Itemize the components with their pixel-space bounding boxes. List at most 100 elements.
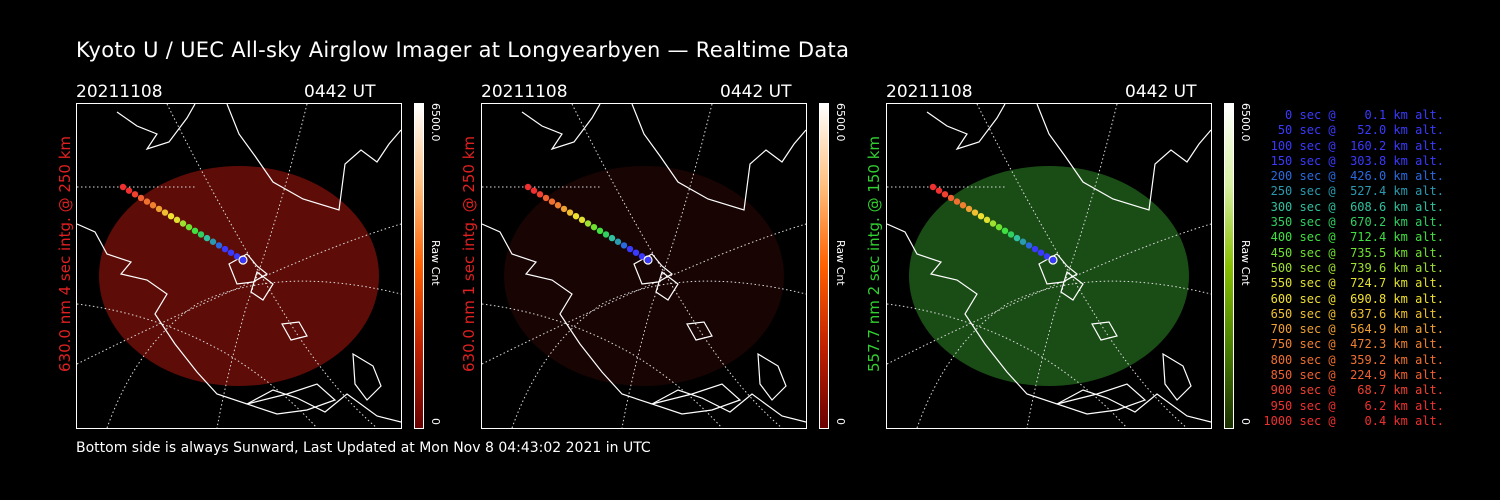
legend-entry: 650 sec @ 637.6 km alt. bbox=[1263, 306, 1444, 321]
trajectory-point bbox=[524, 183, 532, 191]
panel-2-date: 20211108 bbox=[481, 82, 568, 102]
observation-site bbox=[238, 255, 248, 265]
legend-entry: 150 sec @ 303.8 km alt. bbox=[1263, 153, 1444, 168]
grid-lines bbox=[887, 104, 1211, 428]
coastline bbox=[887, 104, 1211, 423]
panel-2-ylabel: 630.0 nm 1 sec intg. @ 250 km bbox=[460, 135, 478, 372]
trajectory-point bbox=[929, 183, 937, 191]
trajectory-point bbox=[941, 191, 949, 198]
trajectory-point bbox=[233, 253, 241, 260]
panel-3-time: 0442 UT bbox=[1125, 82, 1197, 102]
trajectory-point bbox=[173, 216, 181, 224]
panel-3-colorbar-min: 0 bbox=[1239, 418, 1252, 425]
trajectory-point bbox=[1007, 231, 1015, 238]
trajectory-point bbox=[215, 242, 223, 249]
observation-site bbox=[643, 255, 653, 265]
panel-3-date: 20211108 bbox=[886, 82, 973, 102]
panel-1-colorbar-min: 0 bbox=[429, 418, 442, 425]
trajectory-point bbox=[1049, 256, 1057, 264]
legend-entry: 700 sec @ 564.9 km alt. bbox=[1263, 322, 1444, 337]
trajectory-point bbox=[1013, 234, 1021, 242]
trajectory-point bbox=[971, 209, 979, 216]
trajectory-point bbox=[959, 202, 967, 209]
trajectory-point bbox=[620, 242, 628, 249]
legend-entry: 550 sec @ 724.7 km alt. bbox=[1263, 276, 1444, 291]
trajectory-point bbox=[1043, 253, 1051, 260]
trajectory-point bbox=[125, 187, 133, 194]
panel-1-colorbar-unit: Raw Cnt bbox=[429, 240, 442, 286]
footer-status: Bottom side is always Sunward, Last Upda… bbox=[76, 440, 651, 456]
trajectory-point bbox=[161, 209, 169, 216]
legend-entry: 1000 sec @ 0.4 km alt. bbox=[1263, 413, 1444, 428]
panel-3-colorbar-max: 6500.0 bbox=[1239, 103, 1252, 142]
airglow-image bbox=[909, 166, 1189, 386]
trajectory-point bbox=[1025, 242, 1033, 249]
legend-entry: 300 sec @ 608.6 km alt. bbox=[1263, 199, 1444, 214]
legend-entry: 200 sec @ 426.0 km alt. bbox=[1263, 169, 1444, 184]
panel-2-map bbox=[482, 104, 806, 428]
trajectory-point bbox=[155, 205, 163, 213]
trajectory-point bbox=[197, 231, 205, 238]
trajectory-point bbox=[530, 187, 538, 194]
coastline bbox=[482, 104, 806, 423]
legend-entry: 950 sec @ 6.2 km alt. bbox=[1263, 398, 1444, 413]
trajectory-point bbox=[1019, 238, 1027, 245]
trajectory-legend: 0 sec @ 0.1 km alt. 50 sec @ 52.0 km alt… bbox=[1262, 108, 1444, 429]
trajectory-point bbox=[977, 213, 985, 220]
trajectory-point bbox=[227, 249, 235, 256]
panel-2-time: 0442 UT bbox=[720, 82, 792, 102]
trajectory-point bbox=[185, 223, 193, 231]
legend-entry: 0 sec @ 0.1 km alt. bbox=[1263, 108, 1444, 122]
trajectory-point bbox=[572, 213, 580, 220]
panel-3-colorbar-unit: Raw Cnt bbox=[1239, 240, 1252, 286]
trajectory-point bbox=[239, 256, 247, 264]
grid-lines bbox=[77, 104, 401, 428]
trajectory-point bbox=[935, 187, 943, 194]
trajectory-point bbox=[983, 216, 991, 224]
trajectory-point bbox=[566, 209, 574, 216]
legend-entry: 500 sec @ 739.6 km alt. bbox=[1263, 260, 1444, 275]
trajectory-point bbox=[953, 198, 961, 205]
trajectory-point bbox=[608, 234, 616, 242]
trajectory-point bbox=[947, 194, 955, 202]
trajectory-point bbox=[137, 194, 145, 202]
legend-entry: 400 sec @ 712.4 km alt. bbox=[1263, 230, 1444, 245]
trajectory-point bbox=[989, 220, 997, 227]
panel-2-colorbar-unit: Raw Cnt bbox=[834, 240, 847, 286]
coastline bbox=[77, 104, 401, 423]
legend-entry: 600 sec @ 690.8 km alt. bbox=[1263, 291, 1444, 306]
trajectory-point bbox=[1031, 245, 1039, 253]
trajectory-point bbox=[1001, 227, 1009, 234]
trajectory-point bbox=[548, 198, 556, 205]
trajectory-point bbox=[995, 223, 1003, 231]
panel-1-ylabel: 630.0 nm 4 sec intg. @ 250 km bbox=[56, 135, 74, 372]
panel-1-map bbox=[77, 104, 401, 428]
panel-1-date: 20211108 bbox=[76, 82, 163, 102]
legend-entry: 900 sec @ 68.7 km alt. bbox=[1263, 383, 1444, 398]
legend-entry: 250 sec @ 527.4 km alt. bbox=[1263, 184, 1444, 199]
trajectory-point bbox=[131, 191, 139, 198]
trajectory-point bbox=[614, 238, 622, 245]
trajectory-point bbox=[119, 183, 127, 191]
trajectory-point bbox=[626, 245, 634, 253]
legend-entry: 350 sec @ 670.2 km alt. bbox=[1263, 215, 1444, 230]
trajectory-point bbox=[209, 238, 217, 245]
grid-lines bbox=[482, 104, 806, 428]
trajectory-point bbox=[191, 227, 199, 234]
trajectory-point bbox=[596, 227, 604, 234]
legend-entry: 100 sec @ 160.2 km alt. bbox=[1263, 138, 1444, 153]
trajectory-point bbox=[590, 223, 598, 231]
panel-3-ylabel: 557.7 nm 2 sec intg. @ 150 km bbox=[865, 135, 883, 372]
panel-2-image bbox=[481, 103, 807, 429]
trajectory-point bbox=[221, 245, 229, 253]
trajectory-point bbox=[578, 216, 586, 224]
trajectory-point bbox=[203, 234, 211, 242]
legend-entry: 850 sec @ 224.9 km alt. bbox=[1263, 368, 1444, 383]
trajectory-point bbox=[638, 253, 646, 260]
trajectory-point bbox=[602, 231, 610, 238]
panel-3-image bbox=[886, 103, 1212, 429]
panel-1-colorbar bbox=[414, 103, 424, 429]
legend-entry: 50 sec @ 52.0 km alt. bbox=[1263, 123, 1444, 138]
trajectory-point bbox=[542, 194, 550, 202]
trajectory-point bbox=[1037, 249, 1045, 256]
